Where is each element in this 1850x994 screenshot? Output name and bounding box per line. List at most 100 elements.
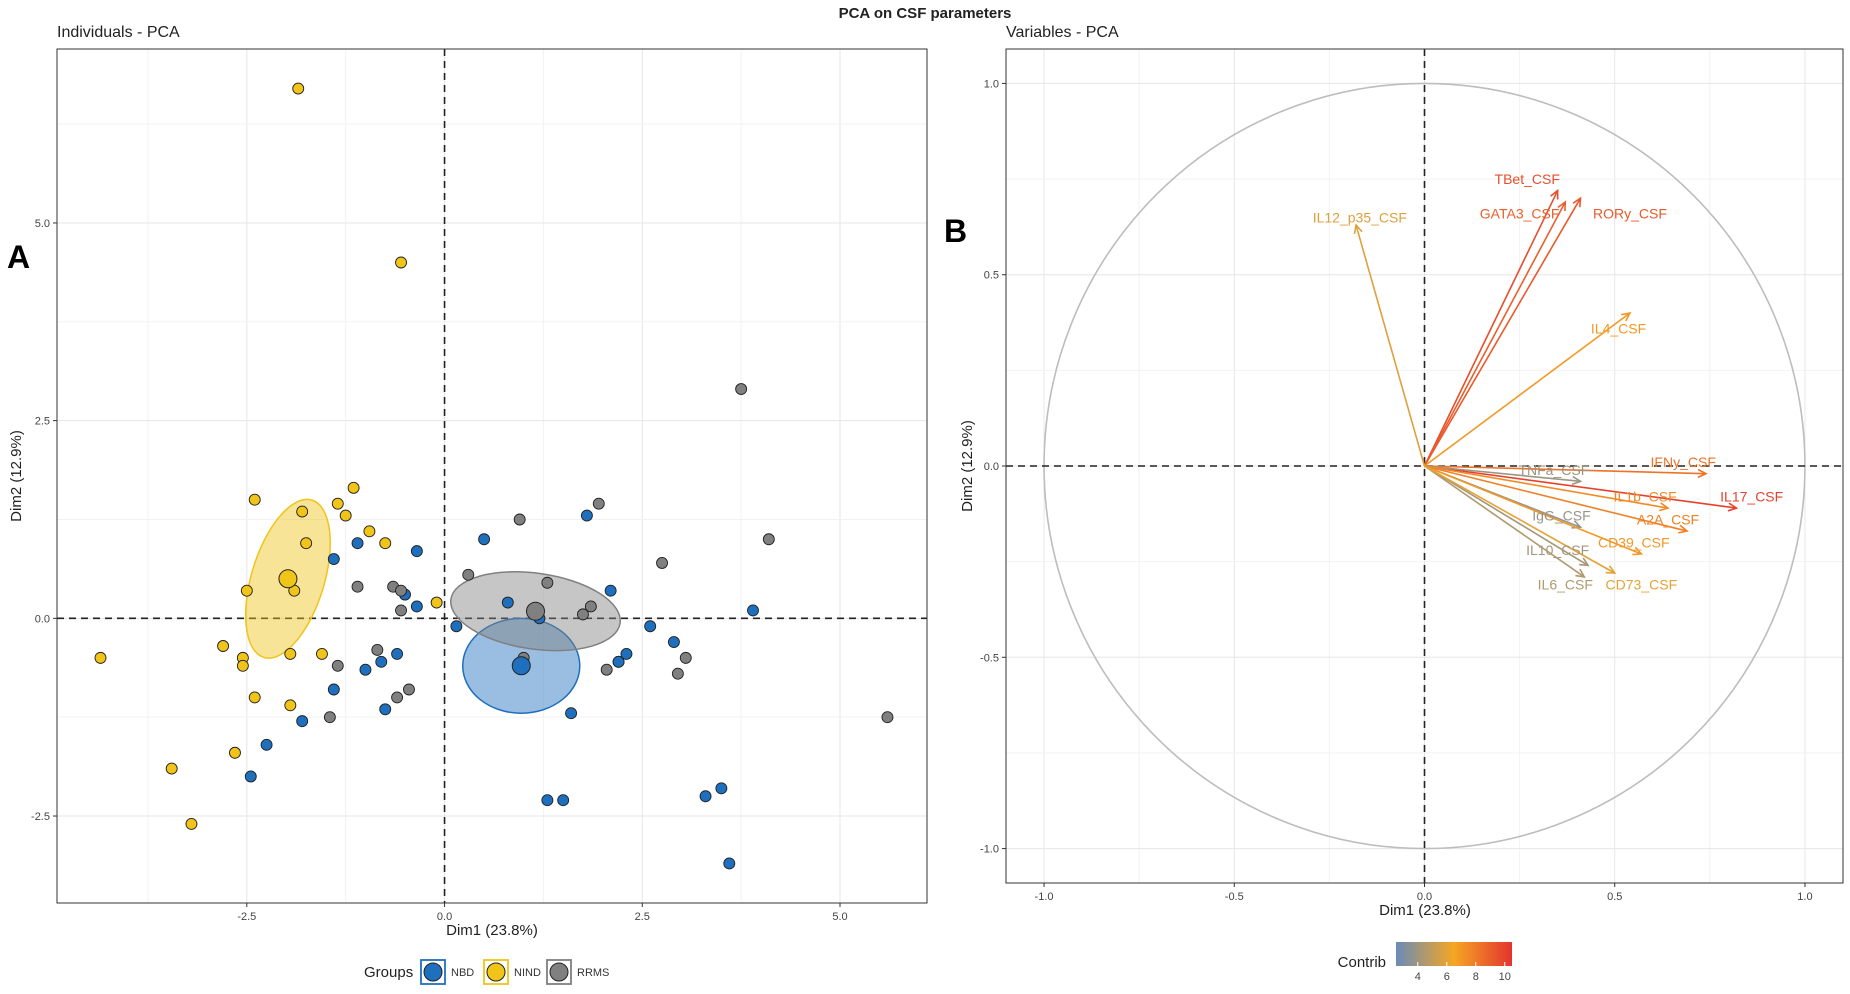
point-nbd [327,553,340,565]
point-rrms [762,533,775,546]
x-tick-label: 1.0 [1797,891,1812,903]
point-nbd [351,537,364,550]
arrowhead-gata3_csf [1557,200,1567,212]
point-nind [347,481,360,494]
point-nbd [327,683,340,696]
x-tick-label: -2.5 [237,911,256,923]
arrow-il4_csf [1424,312,1631,467]
label-gata3_csf: GATA3_CSF [1480,206,1560,222]
y-tick-label: 0.0 [35,613,50,625]
point-nbd [375,655,388,668]
label-il17_csf: IL17_CSF [1720,489,1783,505]
x-tick-label: 0.0 [437,911,452,923]
point-nbd [260,738,273,751]
point-nind [185,817,198,830]
arrow-a2a_csf [1424,465,1688,532]
label-cd73_csf: CD73_CSF [1606,577,1678,593]
point-rrms [656,557,668,569]
arrow-il12_p35_csf [1355,224,1426,467]
point-nbd [620,647,633,660]
point-nbd [667,636,680,649]
individuals-pca-title: Individuals - PCA [57,24,180,41]
point-rrms [513,513,526,526]
point-nbd [478,533,491,546]
colorbar-tick-label: 6 [1444,971,1450,983]
point-rrms [403,683,415,696]
point-nbd [391,647,404,660]
point-rrms [331,659,344,672]
panel-b-letter: B [944,213,967,249]
arrow-tbet_csf [1423,190,1559,467]
contrib-colorbar: Contrib 4 6 8 10 [1338,942,1512,983]
arrowhead-il1b_csf [1659,502,1670,512]
individuals-grid [57,49,927,903]
legend-marker-nind [486,962,506,982]
label-tbet_csf: TBet_CSF [1495,171,1560,187]
colorbar-gradient [1396,942,1512,966]
individuals-plot-border [56,48,928,904]
y-tick-label: -1.0 [980,844,999,856]
arrow-il10_csf [1424,465,1589,567]
arrowhead-il12_p35_csf [1353,223,1363,234]
point-nbd [747,604,759,617]
variable-labels: TBet_CSF GATA3_CSF RORy_CSF IL12_p35_CSF IL4… [1313,171,1783,593]
y-tick-label: 1.0 [984,78,999,90]
point-nind [229,746,241,759]
point-rrms [395,604,407,617]
point-rrms [881,711,894,724]
label-tnfa_csf: TNFa_CSF [1518,462,1589,478]
point-nind [316,647,328,660]
point-nbd [541,794,554,807]
figure-title: PCA on CSF parameters [839,5,1012,22]
y-tick-label: 5.0 [35,218,50,230]
point-nbd [723,857,736,870]
point-rrms [679,651,692,664]
point-nind [363,525,376,538]
point-nind [248,493,261,506]
point-nbd [244,770,257,783]
y-tick-label: 0.5 [984,270,999,282]
point-rrms [371,644,384,656]
point-nind [296,505,309,518]
point-nbd [644,620,657,633]
variable-arrows [1353,188,1739,578]
arrow-il1b_csf [1424,465,1669,509]
point-nind [300,537,313,550]
colorbar-title: Contrib [1338,954,1386,971]
arrow-il6_csf [1424,465,1585,578]
label-a2a_csf: A2A_CSF [1637,512,1699,528]
arrowhead-rory_csf [1572,196,1582,208]
point-rrms [671,667,684,680]
point-rrms [462,568,475,581]
label-il1b_csf: IL1b_CSF [1614,489,1677,505]
point-nbd [359,663,372,676]
label-igg_csf: IgG_CSF [1532,508,1590,524]
point-rrms [351,580,364,593]
label-il12_p35_csf: IL12_p35_CSF [1313,209,1407,225]
point-rrms [395,584,407,597]
legend-label-nind: NIND [514,967,541,979]
point-rrms [584,600,597,613]
individual-points [94,82,894,870]
point-rrms [592,497,605,510]
point-nbd [557,794,570,807]
point-nind [248,691,261,704]
colorbar-tick-label: 8 [1473,971,1479,983]
legend-entries: NBD NIND RRMS [420,959,609,985]
arrowhead-tnfa_csf [1571,475,1583,486]
group-centroids [278,569,545,676]
individuals-ylabel: Dim2 (12.9%) [8,430,25,522]
point-nind [284,699,297,712]
arrowhead-il4_csf [1620,311,1632,322]
point-nbd [296,715,309,728]
legend-marker-nbd [423,962,443,982]
variables-zero-lines [1006,49,1843,883]
label-il10_csf: IL10_CSF [1526,542,1589,558]
x-tick-label: -1.0 [1035,891,1054,903]
arrowhead-il10_csf [1579,557,1590,567]
individuals-xlabel: Dim1 (23.8%) [446,922,538,939]
centroid-nbd [511,656,531,676]
point-nbd [580,509,593,522]
point-rrms [541,576,554,589]
